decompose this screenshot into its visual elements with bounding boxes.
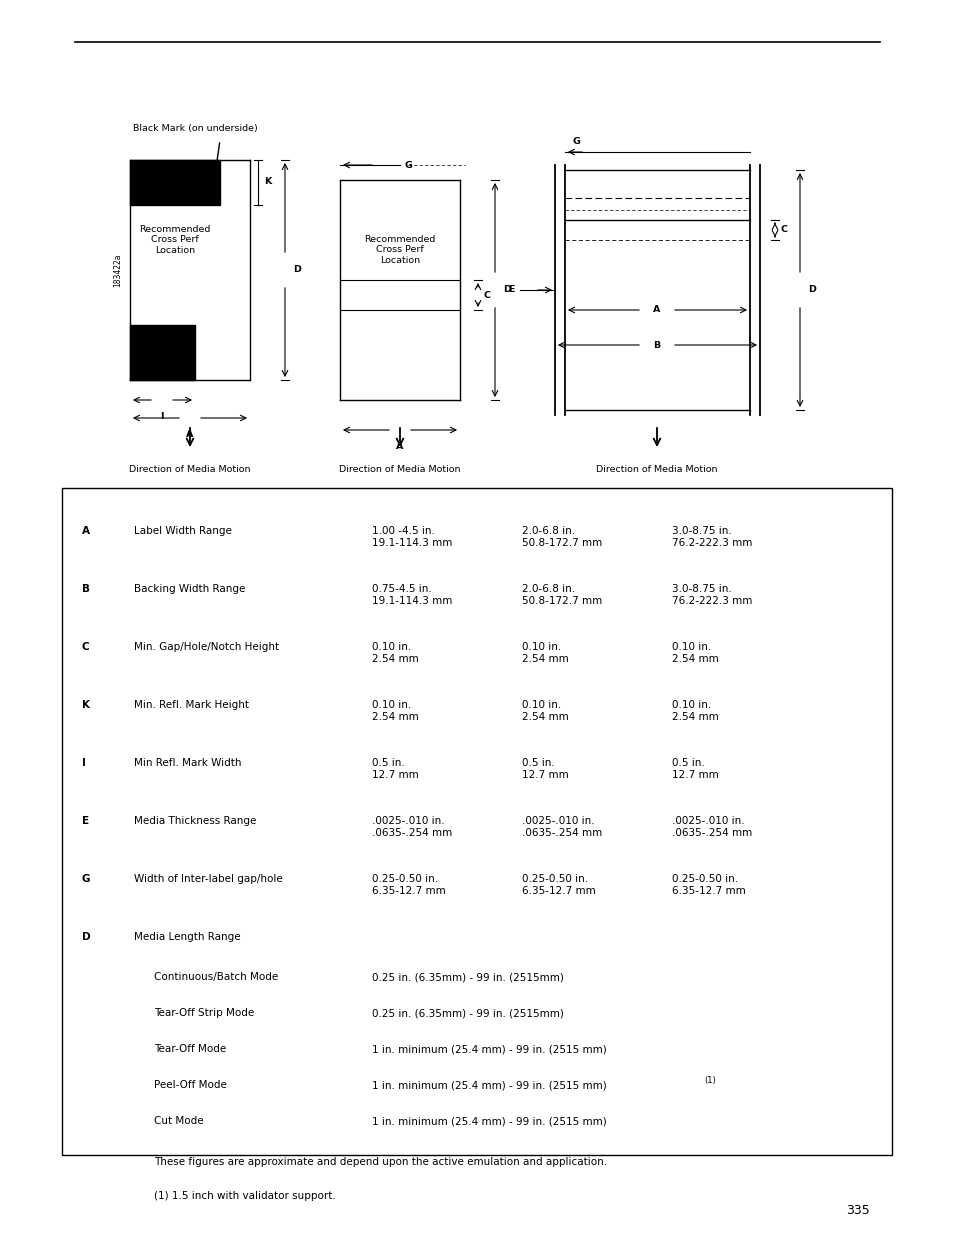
Text: 2.0-6.8 in.
50.8-172.7 mm: 2.0-6.8 in. 50.8-172.7 mm [521, 584, 601, 605]
Text: .0025-.010 in.
.0635-.254 mm: .0025-.010 in. .0635-.254 mm [372, 816, 452, 837]
Text: 0.5 in.
12.7 mm: 0.5 in. 12.7 mm [372, 758, 418, 779]
Text: 1.00 -4.5 in.
19.1-114.3 mm: 1.00 -4.5 in. 19.1-114.3 mm [372, 526, 452, 547]
Text: 1 in. minimum (25.4 mm) - 99 in. (2515 mm): 1 in. minimum (25.4 mm) - 99 in. (2515 m… [372, 1116, 606, 1126]
Text: 2.0-6.8 in.
50.8-172.7 mm: 2.0-6.8 in. 50.8-172.7 mm [521, 526, 601, 547]
Text: These figures are approximate and depend upon the active emulation and applicati: These figures are approximate and depend… [153, 1157, 606, 1167]
Text: B: B [653, 341, 659, 350]
Text: Width of Inter-label gap/hole: Width of Inter-label gap/hole [133, 874, 282, 884]
Text: 3.0-8.75 in.
76.2-222.3 mm: 3.0-8.75 in. 76.2-222.3 mm [671, 526, 752, 547]
Text: 0.25 in. (6.35mm) - 99 in. (2515mm): 0.25 in. (6.35mm) - 99 in. (2515mm) [372, 972, 563, 982]
Text: 183422a: 183422a [113, 253, 122, 287]
Text: 0.25 in. (6.35mm) - 99 in. (2515mm): 0.25 in. (6.35mm) - 99 in. (2515mm) [372, 1008, 563, 1018]
Text: C: C [483, 290, 491, 300]
Text: Tear-Off Mode: Tear-Off Mode [153, 1044, 226, 1053]
Text: (1) 1.5 inch with validator support.: (1) 1.5 inch with validator support. [153, 1191, 335, 1200]
Text: 1 in. minimum (25.4 mm) - 99 in. (2515 mm): 1 in. minimum (25.4 mm) - 99 in. (2515 m… [372, 1044, 606, 1053]
Text: 0.25-0.50 in.
6.35-12.7 mm: 0.25-0.50 in. 6.35-12.7 mm [521, 874, 595, 895]
Text: 0.10 in.
2.54 mm: 0.10 in. 2.54 mm [521, 642, 568, 663]
Text: 0.5 in.
12.7 mm: 0.5 in. 12.7 mm [671, 758, 718, 779]
Text: 0.5 in.
12.7 mm: 0.5 in. 12.7 mm [521, 758, 568, 779]
Text: D: D [293, 266, 300, 274]
Text: Media Length Range: Media Length Range [133, 932, 240, 942]
Text: D: D [82, 932, 91, 942]
Text: Continuous/Batch Mode: Continuous/Batch Mode [153, 972, 278, 982]
Bar [62, 488, 891, 1155]
Text: A: A [186, 430, 193, 438]
Text: Peel-Off Mode: Peel-Off Mode [153, 1079, 227, 1091]
Text: 335: 335 [845, 1203, 869, 1216]
Text: Direction of Media Motion: Direction of Media Motion [339, 466, 460, 474]
Text: A: A [653, 305, 660, 315]
Text: 0.10 in.
2.54 mm: 0.10 in. 2.54 mm [671, 700, 718, 721]
Text: G: G [573, 137, 580, 147]
Bar [130, 161, 220, 205]
Text: I: I [82, 758, 86, 768]
Text: 1 in. minimum (25.4 mm) - 99 in. (2515 mm): 1 in. minimum (25.4 mm) - 99 in. (2515 m… [372, 1079, 606, 1091]
Text: Tear-Off Strip Mode: Tear-Off Strip Mode [153, 1008, 254, 1018]
Text: Cut Mode: Cut Mode [153, 1116, 203, 1126]
Text: 0.10 in.
2.54 mm: 0.10 in. 2.54 mm [671, 642, 718, 663]
Text: C: C [781, 226, 787, 235]
Text: G: G [405, 161, 413, 169]
Text: 0.75-4.5 in.
19.1-114.3 mm: 0.75-4.5 in. 19.1-114.3 mm [372, 584, 452, 605]
Text: Black Mark (on underside): Black Mark (on underside) [132, 124, 257, 132]
Text: 3.0-8.75 in.
76.2-222.3 mm: 3.0-8.75 in. 76.2-222.3 mm [671, 584, 752, 605]
Text: E: E [508, 285, 515, 294]
Text: I: I [160, 412, 164, 421]
Text: 0.10 in.
2.54 mm: 0.10 in. 2.54 mm [372, 700, 418, 721]
Text: A: A [395, 442, 403, 451]
Text: Recommended
Cross Perf
Location: Recommended Cross Perf Location [364, 235, 436, 264]
Text: Media Thickness Range: Media Thickness Range [133, 816, 256, 826]
Text: Direction of Media Motion: Direction of Media Motion [596, 466, 717, 474]
Text: Recommended
Cross Perf
Location: Recommended Cross Perf Location [139, 225, 211, 254]
Text: .0025-.010 in.
.0635-.254 mm: .0025-.010 in. .0635-.254 mm [671, 816, 752, 837]
Text: D: D [807, 285, 815, 294]
Text: 0.25-0.50 in.
6.35-12.7 mm: 0.25-0.50 in. 6.35-12.7 mm [372, 874, 445, 895]
Text: C: C [82, 642, 90, 652]
Text: Direction of Media Motion: Direction of Media Motion [129, 466, 251, 474]
Text: A: A [82, 526, 90, 536]
Bar [130, 325, 194, 380]
Text: 0.25-0.50 in.
6.35-12.7 mm: 0.25-0.50 in. 6.35-12.7 mm [671, 874, 745, 895]
Text: Label Width Range: Label Width Range [133, 526, 232, 536]
Text: Min. Refl. Mark Height: Min. Refl. Mark Height [133, 700, 249, 710]
Text: G: G [82, 874, 91, 884]
Text: E: E [82, 816, 89, 826]
Text: Min Refl. Mark Width: Min Refl. Mark Width [133, 758, 241, 768]
Text: K: K [264, 178, 271, 186]
Text: K: K [82, 700, 90, 710]
Text: D: D [502, 285, 511, 294]
Text: .0025-.010 in.
.0635-.254 mm: .0025-.010 in. .0635-.254 mm [521, 816, 601, 837]
Text: Min. Gap/Hole/Notch Height: Min. Gap/Hole/Notch Height [133, 642, 279, 652]
Text: B: B [82, 584, 90, 594]
Text: Backing Width Range: Backing Width Range [133, 584, 245, 594]
Text: (1): (1) [703, 1076, 715, 1086]
Text: 0.10 in.
2.54 mm: 0.10 in. 2.54 mm [521, 700, 568, 721]
Text: 0.10 in.
2.54 mm: 0.10 in. 2.54 mm [372, 642, 418, 663]
